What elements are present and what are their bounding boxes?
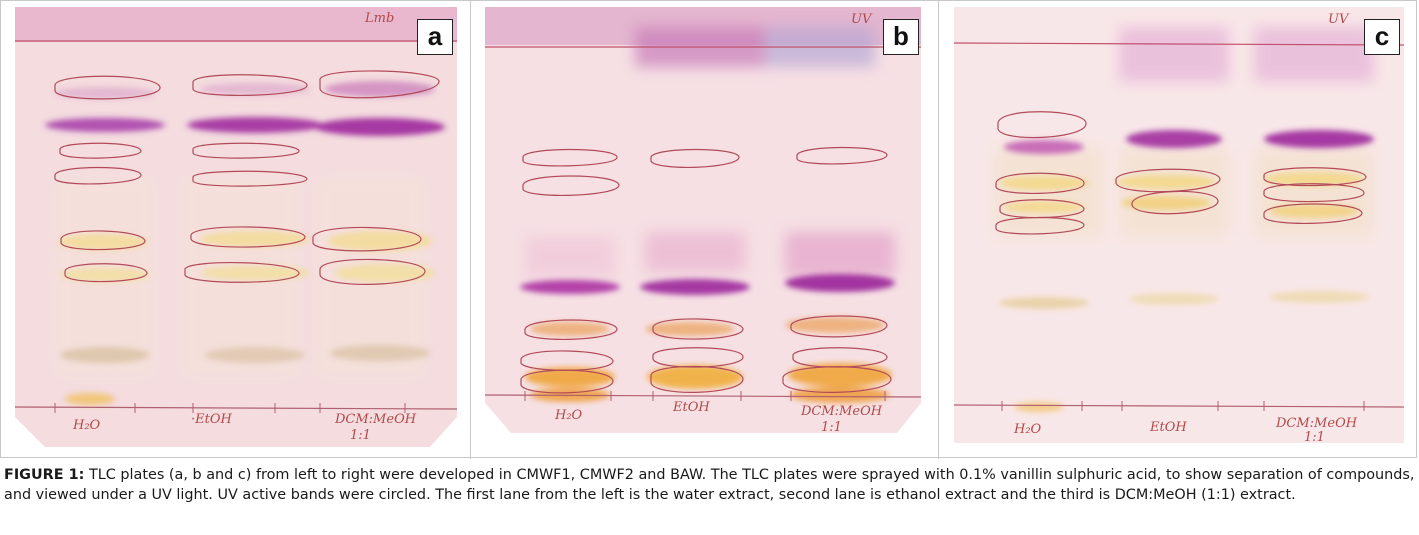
tlc-plate-c: UV H₂O EtOH DCM:MeOH 1:1 c bbox=[954, 7, 1404, 453]
tlc-plate-image-c: UV H₂O EtOH DCM:MeOH 1:1 bbox=[954, 7, 1404, 445]
lane-label-h2o-a: H₂O bbox=[72, 418, 101, 433]
figure-frame: Lmb H₂O ·EtOH DCM:MeOH 1:1 a bbox=[0, 0, 1417, 459]
lane-label-dcm-b: DCM:MeOH bbox=[800, 404, 883, 419]
panel-letter-a: a bbox=[417, 19, 453, 55]
lane-label-h2o-c: H₂O bbox=[1013, 422, 1042, 437]
panel-divider bbox=[938, 1, 939, 459]
lane-label-ratio-a: 1:1 bbox=[350, 428, 371, 443]
lane-label-ratio-b: 1:1 bbox=[821, 420, 842, 435]
lane-label-ratio-c: 1:1 bbox=[1304, 430, 1325, 445]
caption-text: TLC plates (a, b and c) from left to rig… bbox=[4, 467, 1415, 503]
tlc-plate-image-b: UV H₂O EtOH DCM:MeOH 1:1 bbox=[485, 7, 921, 435]
panel-letter-b: b bbox=[883, 19, 919, 55]
corner-note-a: Lmb bbox=[364, 11, 394, 26]
lane-label-dcm-c: DCM:MeOH bbox=[1275, 416, 1358, 431]
corner-note-b: UV bbox=[851, 12, 873, 27]
corner-note-c: UV bbox=[1328, 12, 1350, 27]
tlc-plate-b: UV H₂O EtOH DCM:MeOH 1:1 b bbox=[485, 7, 921, 453]
lane-label-etoh-a: ·EtOH bbox=[191, 412, 233, 427]
figure-caption: FIGURE 1: TLC plates (a, b and c) from l… bbox=[4, 465, 1416, 505]
lane-label-h2o-b: H₂O bbox=[554, 408, 583, 423]
lane-label-dcm-a: DCM:MeOH bbox=[334, 412, 417, 427]
lane-label-etoh-c: EtOH bbox=[1149, 420, 1187, 435]
panel-divider bbox=[470, 1, 471, 459]
caption-label: FIGURE 1: bbox=[4, 467, 85, 483]
panel-letter-c: c bbox=[1364, 19, 1400, 55]
lane-label-etoh-b: EtOH bbox=[672, 400, 710, 415]
tlc-plate-a: Lmb H₂O ·EtOH DCM:MeOH 1:1 a bbox=[15, 7, 457, 453]
tlc-plate-image-a: Lmb H₂O ·EtOH DCM:MeOH 1:1 bbox=[15, 7, 457, 447]
